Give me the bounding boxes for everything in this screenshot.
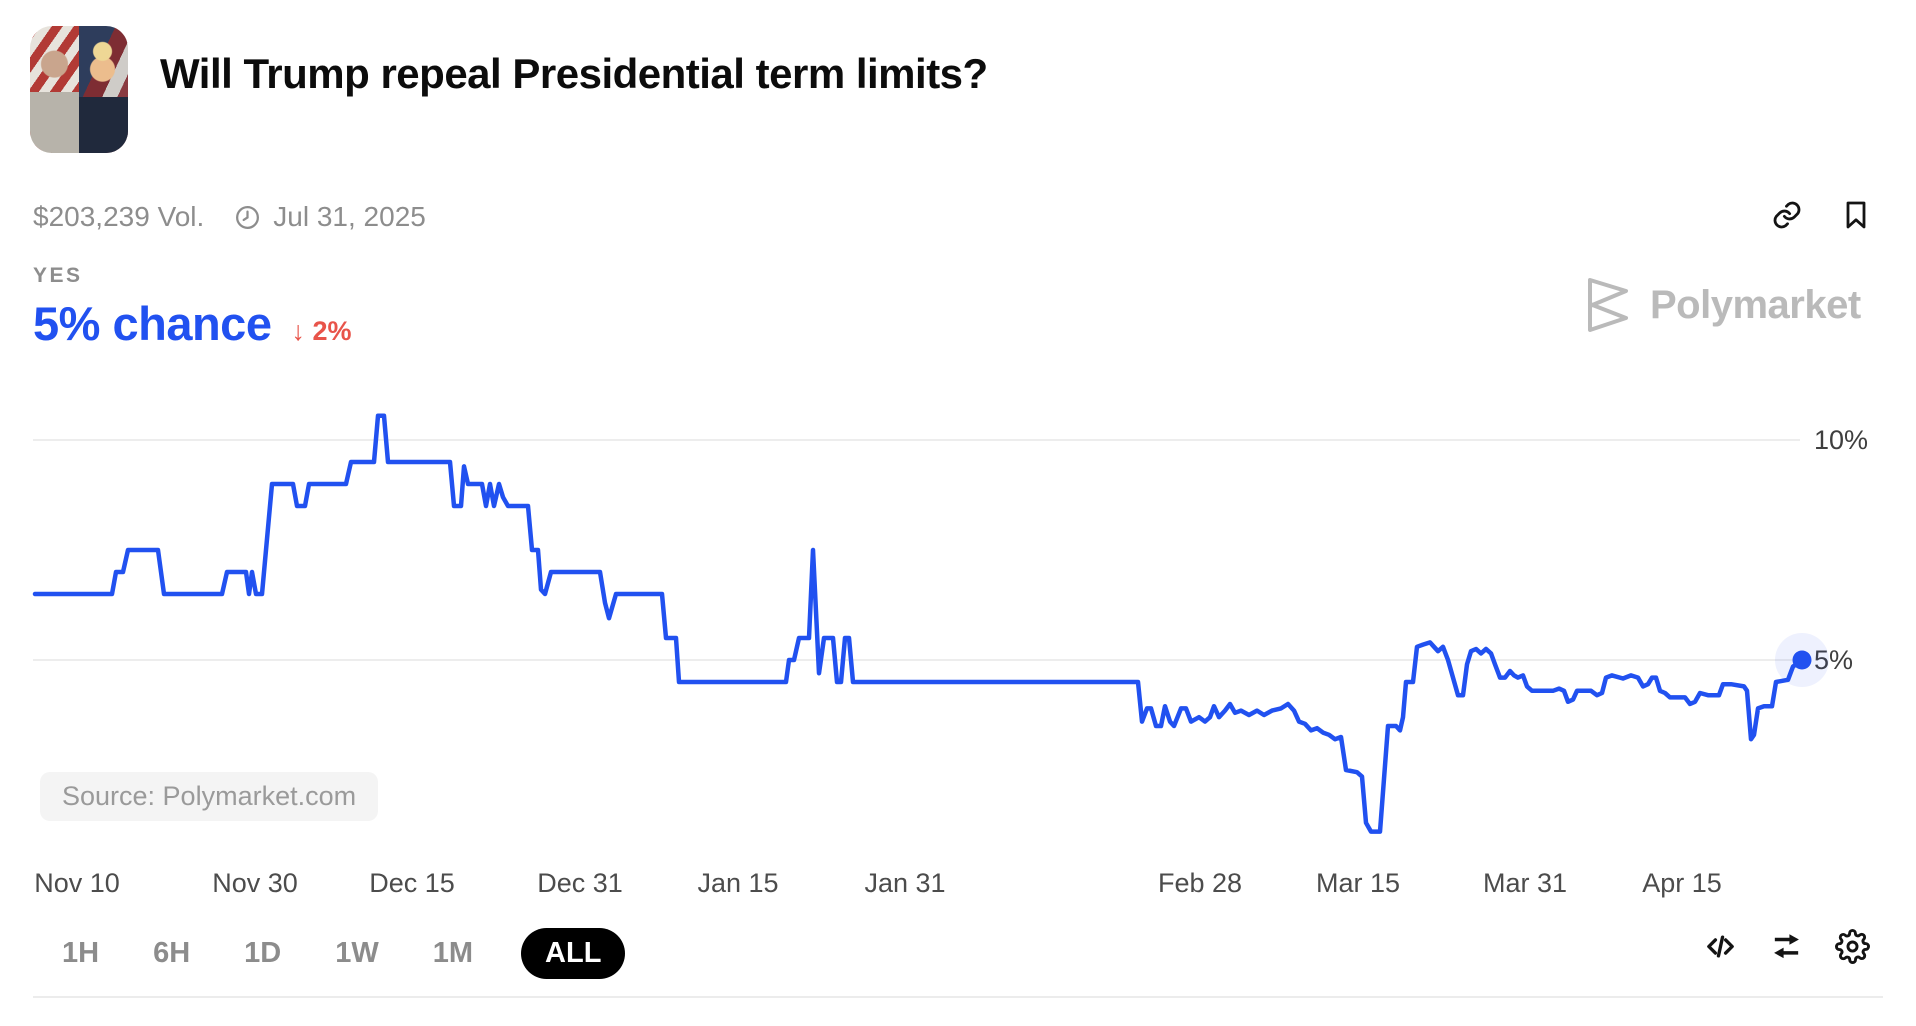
page-title: Will Trump repeal Presidential term limi… <box>160 50 988 97</box>
timeframe-button-1d[interactable]: 1D <box>244 936 282 969</box>
x-axis-tick-label: Mar 31 <box>1482 868 1568 898</box>
x-axis-tick-label: Nov 30 <box>212 868 298 898</box>
market-avatar <box>30 26 128 153</box>
copy-link-button[interactable] <box>1771 199 1803 231</box>
polymarket-brand-text: Polymarket <box>1650 282 1861 327</box>
end-point-dot <box>1792 650 1812 670</box>
timeframe-button-1w[interactable]: 1W <box>335 936 379 969</box>
gear-button[interactable] <box>1835 929 1870 964</box>
timeframe-button-6h[interactable]: 6H <box>153 936 191 969</box>
outcome-label: YES <box>33 264 83 287</box>
meta-row: $203,239 Vol. Jul 31, 2025 <box>33 201 426 233</box>
bottom-divider <box>33 996 1883 998</box>
x-axis: Nov 10 Nov 30 Dec 15 Dec 31 Jan 15 Jan 31 Feb … <box>0 868 1916 902</box>
x-axis-tick-label: Apr 15 <box>1642 868 1722 898</box>
polymarket-watermark: Polymarket <box>1584 276 1861 334</box>
embed-code-button[interactable] <box>1703 929 1738 964</box>
x-axis-tick-label: Nov 10 <box>34 868 120 898</box>
source-badge: Source: Polymarket.com <box>40 772 379 821</box>
bookmark-button[interactable] <box>1840 199 1872 231</box>
timeframe-selector: 1H 6H 1D 1W 1M ALL <box>56 927 626 979</box>
x-axis-tick-label: Jan 15 <box>697 868 779 898</box>
x-axis-tick-label: Mar 15 <box>1315 868 1401 898</box>
y-axis-tick-label: 5% <box>1814 645 1853 675</box>
timeframe-button-1h[interactable]: 1H <box>62 936 100 969</box>
swap-arrows-button[interactable] <box>1769 929 1804 964</box>
y-axis-tick-label: 10% <box>1814 425 1868 455</box>
x-axis-tick-label: Dec 15 <box>369 868 455 898</box>
polymarket-logo-icon <box>1588 278 1628 332</box>
price-line-series <box>32 413 1805 834</box>
volume-text: $203,239 Vol. <box>33 201 205 232</box>
timeframe-button-all[interactable]: ALL <box>521 927 626 979</box>
trump-photo <box>79 26 128 153</box>
chance-value: 5% chance <box>33 297 272 350</box>
end-date-text: Jul 31, 2025 <box>273 201 426 232</box>
timeframe-button-1m[interactable]: 1M <box>432 936 474 969</box>
clock-icon <box>236 205 260 229</box>
x-axis-tick-label: Feb 28 <box>1157 868 1243 898</box>
fdr-photo <box>30 26 79 153</box>
x-axis-tick-label: Jan 31 <box>864 868 946 898</box>
chance-delta: ↓ 2% <box>291 316 352 346</box>
x-axis-tick-label: Dec 31 <box>537 868 623 898</box>
